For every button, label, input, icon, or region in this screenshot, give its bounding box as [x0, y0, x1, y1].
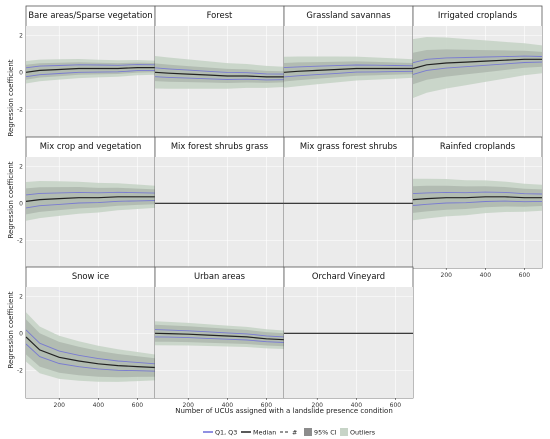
quartile-line-upper [154, 67, 285, 75]
panel-title: Bare areas/Sparse vegetation [28, 10, 152, 20]
quartile-line-upper [25, 191, 156, 196]
legend-label-median: Median [253, 429, 276, 437]
panel-plot-background [284, 157, 413, 268]
quartile-line-upper [412, 55, 543, 64]
y-tick-label: 0 [19, 200, 23, 207]
median-line [25, 336, 156, 369]
panel-plot-background [284, 287, 413, 398]
ci-band [26, 62, 155, 80]
panel-title: Urban areas [194, 271, 245, 281]
y-axis-label-row2: Regression coefficient [7, 161, 15, 238]
y-tick-label: 0 [19, 330, 23, 337]
panel-mix-crop-and-vegetation: Mix crop and vegetation [25, 136, 156, 269]
ci-band [26, 187, 155, 215]
quartile-line-lower [25, 69, 156, 78]
panel-title: Snow ice [72, 271, 109, 281]
panel-title: Irrigated croplands [438, 10, 517, 20]
panel-mix-grass-forest-shrubs: Mix grass forest shrubs [283, 136, 414, 269]
x-tick-label: 400 [480, 272, 492, 279]
y-tick-label: 2 [19, 293, 23, 300]
legend: Q1, Q3 Median # 95% CI Outliers [203, 428, 376, 437]
x-tick-label: 400 [351, 402, 363, 409]
legend-label-quartile: Q1, Q3 [215, 429, 237, 437]
median-line [412, 58, 542, 70]
x-tick-label: 600 [519, 272, 531, 279]
x-tick-label: 600 [261, 402, 273, 409]
median-line [154, 71, 284, 78]
panel-title: Grassland savannas [306, 10, 390, 20]
panel-title: Rainfed croplands [440, 141, 515, 151]
x-tick-label: 200 [312, 402, 324, 409]
y-tick-label: -2 [17, 237, 23, 244]
quartile-line-upper [283, 64, 414, 69]
x-tick-label: 600 [132, 402, 144, 409]
panel-title: Orchard Vineyard [312, 271, 385, 281]
quartile-line-lower [25, 200, 156, 209]
quartile-line-upper [25, 64, 156, 69]
panel-grassland-savannas: Grassland savannas [283, 5, 414, 138]
quartile-line-upper [25, 329, 156, 365]
median-line [25, 196, 155, 202]
panel-irrigated-croplands: Irrigated croplands [412, 5, 543, 138]
y-tick-label: 2 [19, 32, 23, 39]
panel-title: Mix grass forest shrubs [300, 141, 397, 151]
panel-title: Forest [207, 10, 233, 20]
panel-mix-forest-shrubs-grass: Mix forest shrubs grass [154, 136, 285, 269]
x-tick-label: 600 [390, 402, 402, 409]
x-tick-label: 200 [183, 402, 195, 409]
legend-label-outliers: Outliers [350, 429, 376, 437]
median-line [154, 332, 285, 341]
panel-bare-areas-sparse-vegetation: Bare areas/Sparse vegetation [25, 5, 156, 138]
x-tick-label: 400 [93, 402, 105, 409]
panels-layer: Bare areas/Sparse vegetation Forest Grassl… [25, 5, 543, 399]
y-tick-label: -2 [17, 367, 23, 374]
median-line [412, 196, 542, 201]
y-axis-label-row1: Regression coefficient [7, 59, 15, 136]
axes-layer: 2 0 -2 2 0 -2 2 0 -2 200 400 600 200 400 600 200 400 600 2… [17, 32, 530, 409]
panel-title: Mix forest shrubs grass [171, 141, 268, 151]
quartile-line-lower [283, 70, 414, 78]
panel-plot-background [155, 157, 284, 268]
panel-plot-background [26, 26, 155, 137]
quartile-line-lower [412, 200, 543, 206]
y-tick-label: 2 [19, 163, 23, 170]
quartile-line-lower [154, 76, 285, 81]
median-line [283, 67, 413, 73]
panel-title: Mix crop and vegetation [40, 141, 142, 151]
y-tick-label: 0 [19, 69, 23, 76]
legend-label-ci: 95% CI [314, 429, 337, 437]
quartile-line-lower [412, 61, 543, 75]
panel-urban-areas: Urban areas [154, 266, 285, 399]
legend-swatch-ci [304, 428, 312, 436]
x-tick-label: 400 [222, 402, 234, 409]
x-tick-label: 200 [54, 402, 66, 409]
panel-orchard-vineyard: Orchard Vineyard [283, 266, 414, 399]
y-tick-label: -2 [17, 106, 23, 113]
quartile-line-upper [154, 329, 285, 338]
y-axis-label-row3: Regression coefficient [7, 291, 15, 368]
panel-rainfed-croplands: Rainfed croplands [412, 136, 543, 269]
panel-forest: Forest [154, 5, 285, 138]
legend-swatch-outliers [340, 428, 348, 436]
quartile-line-lower [25, 343, 156, 372]
x-tick-label: 200 [441, 272, 453, 279]
panel-snow-ice: Snow ice [25, 266, 156, 399]
median-line [25, 66, 155, 73]
quartile-line-upper [412, 191, 543, 195]
legend-label-hash: # [292, 429, 297, 437]
x-axis-label: Number of UCUs assigned with a landslide… [175, 407, 393, 415]
quartile-line-lower [154, 336, 285, 343]
